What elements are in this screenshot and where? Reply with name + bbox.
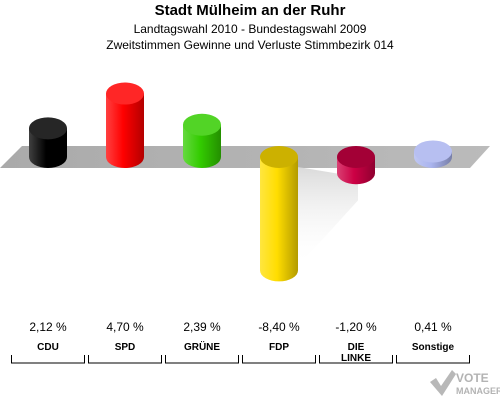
value-label: 2,39 %: [183, 320, 221, 334]
category-label: CDU: [37, 342, 59, 353]
chart-subtitle-district: Zweitstimmen Gewinne und Verluste Stimmb…: [106, 38, 394, 52]
category-label: DIE LINKE: [341, 342, 371, 364]
value-label: -8,40 %: [258, 320, 300, 334]
category-label: SPD: [115, 342, 136, 353]
chart-subtitle-election: Landtagswahl 2010 - Bundestagswahl 2009: [133, 22, 367, 36]
bar-1: [29, 117, 67, 168]
category-label: Sonstige: [412, 342, 455, 353]
bar-top-cap: [29, 117, 67, 140]
bar-top-cap: [414, 140, 452, 163]
category-bracket: [165, 355, 239, 364]
bar-5: [337, 146, 375, 185]
bar-body: [183, 124, 221, 168]
logo-text-manager: MANAGER: [456, 386, 500, 396]
chart-title: Stadt Mülheim an der Ruhr: [154, 2, 346, 19]
bar-body: [106, 93, 144, 168]
value-label: 4,70 %: [106, 320, 144, 334]
category-bracket: [242, 355, 316, 364]
labels-layer: 2,12 % CDU 4,70 % SPD 2,39 % GRÜNE -8,40 % FDP -…: [11, 320, 470, 364]
bar-top-cap: [260, 146, 298, 168]
category-bracket: [88, 355, 162, 364]
votemanager-logo: VOTE MANAGER: [428, 366, 500, 400]
bars-layer: [29, 82, 452, 282]
bar-body: [29, 128, 67, 168]
bar-body: [260, 157, 298, 282]
bar-top-cap: [337, 146, 375, 168]
category-label: FDP: [269, 342, 289, 353]
bar-3: [183, 113, 221, 168]
value-label: 0,41 %: [414, 320, 452, 334]
bar-shadow: [298, 167, 358, 267]
value-label: -1,20 %: [335, 320, 377, 334]
bar-6: [414, 140, 452, 168]
check-mark-icon: [430, 370, 456, 396]
bar-top-cap: [106, 82, 144, 105]
category-bracket: [319, 355, 393, 364]
category-bracket: [11, 355, 85, 364]
bar-top-cap: [183, 113, 221, 136]
bar-2: [106, 82, 144, 168]
bar-4: [260, 146, 358, 282]
value-label: 2,12 %: [29, 320, 67, 334]
category-bracket: [396, 355, 470, 364]
logo-text-vote: VOTE: [456, 371, 489, 385]
category-label: GRÜNE: [184, 340, 220, 353]
